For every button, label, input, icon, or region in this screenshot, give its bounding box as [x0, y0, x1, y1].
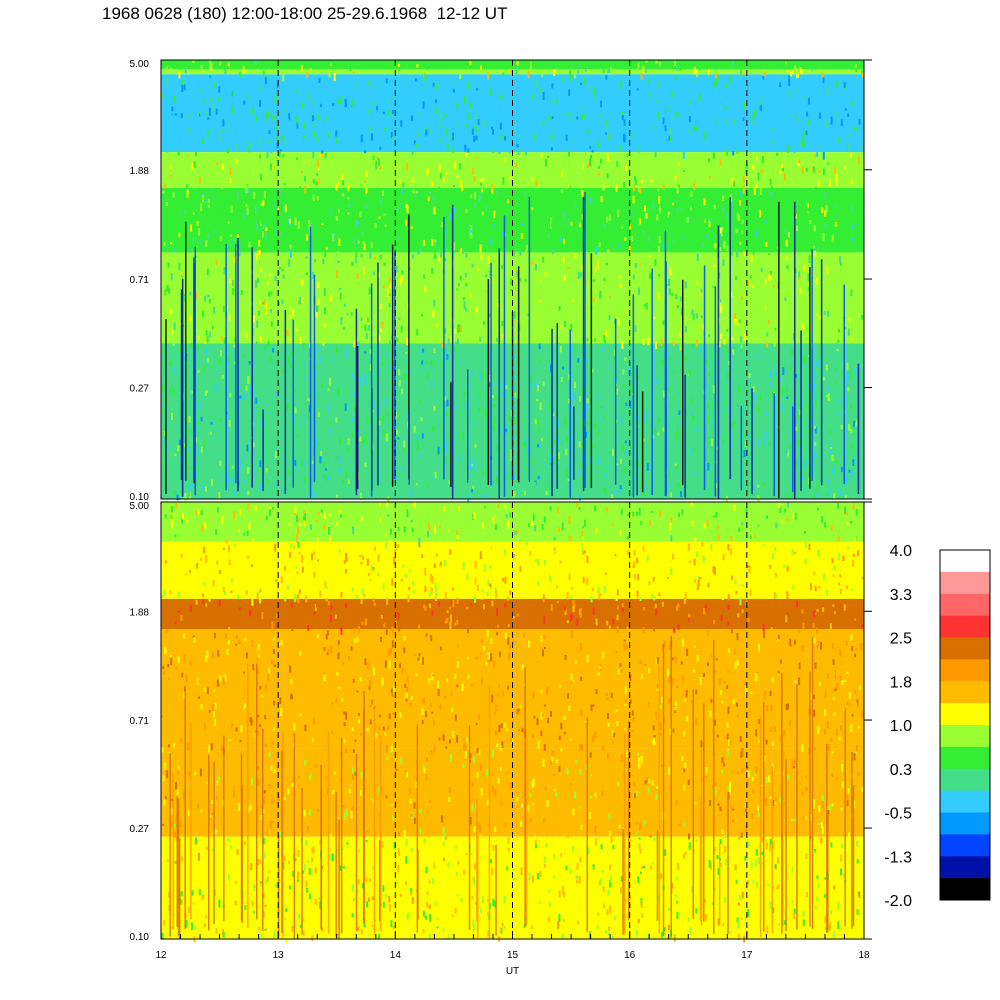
colorbar-label: 1.0 — [890, 718, 912, 735]
upper-spectrogram-panel: 5.00 1.88 0.71 0.27 0.10 — [130, 59, 872, 504]
x-tick-label: 18 — [858, 950, 870, 961]
x-tick-label: 14 — [390, 950, 402, 961]
colorbar-swatch — [940, 878, 990, 901]
colorbar-swatch — [940, 571, 990, 595]
y-tick-label: 1.88 — [130, 166, 150, 177]
x-tick-label: 13 — [273, 950, 285, 961]
y-tick-label: 5.00 — [130, 501, 150, 512]
colorbar: 4.0 3.3 2.5 1.8 1.0 0.3 -0.5 -1.3 -2.0 — [884, 543, 991, 910]
colorbar-label: 4.0 — [890, 543, 912, 560]
y-tick-label: 5.00 — [130, 59, 150, 70]
page-title: 1968 0628 (180) 12:00-18:00 25-29.6.1968… — [102, 4, 508, 23]
colorbar-swatch — [940, 725, 990, 748]
colorbar-label: 0.3 — [890, 762, 912, 779]
y-tick-label: 0.10 — [130, 492, 150, 503]
colorbar-swatch — [940, 812, 990, 835]
colorbar-swatch — [940, 637, 990, 660]
colorbar-swatch — [940, 746, 990, 770]
colorbar-swatch — [940, 834, 990, 857]
colorbar-swatch — [940, 703, 990, 726]
x-tick-label: 15 — [507, 950, 519, 961]
colorbar-swatch — [940, 615, 990, 638]
colorbar-swatch — [940, 659, 990, 682]
colorbar-swatch — [940, 856, 990, 879]
colorbar-label: -2.0 — [884, 893, 912, 910]
y-tick-label: 0.27 — [130, 384, 150, 395]
band-1 — [161, 541, 864, 599]
y-tick-label: 0.10 — [130, 932, 150, 943]
y-tick-label: 1.88 — [130, 607, 150, 618]
colorbar-swatch — [940, 593, 990, 616]
x-tick-label: 17 — [741, 950, 753, 961]
colorbar-swatch — [940, 550, 990, 573]
time-axis: 12 13 14 15 16 17 18 UT — [155, 931, 870, 977]
y-tick-label: 0.27 — [130, 824, 150, 835]
y-tick-label: 0.71 — [130, 716, 150, 727]
colorbar-swatch — [940, 768, 990, 791]
colorbar-frame — [939, 549, 991, 901]
colorbar-label: -1.3 — [884, 849, 912, 866]
colorbar-label: -0.5 — [884, 806, 912, 823]
colorbar-label: 1.8 — [890, 674, 912, 691]
y-tick-label: 0.71 — [130, 275, 150, 286]
x-axis-label: UT — [506, 966, 519, 977]
colorbar-label: 3.3 — [890, 587, 912, 604]
x-tick-label: 16 — [624, 950, 636, 961]
colorbar-label: 2.5 — [890, 631, 912, 648]
colorbar-swatch — [940, 681, 990, 704]
lower-spectrogram-panel: 5.00 1.88 0.71 0.27 0.10 — [130, 501, 872, 944]
spectral-texture — [161, 60, 864, 504]
colorbar-swatch — [940, 790, 990, 813]
x-tick-label: 12 — [155, 950, 167, 961]
